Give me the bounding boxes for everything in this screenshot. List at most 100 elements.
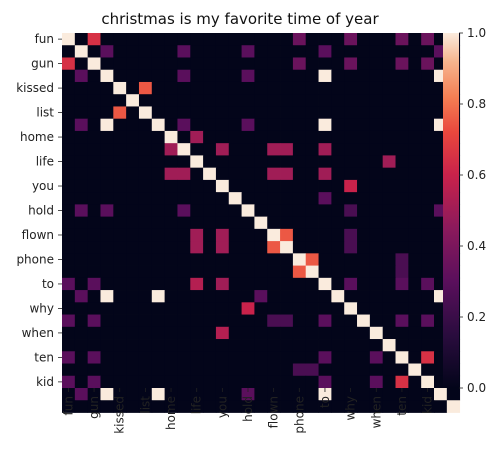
heatmap-cell xyxy=(305,118,319,132)
heatmap-cell xyxy=(87,57,101,71)
heatmap-cell xyxy=(357,81,371,95)
heatmap-cell xyxy=(280,302,294,315)
heatmap-cell xyxy=(254,400,268,413)
heatmap-cell xyxy=(305,143,319,156)
heatmap-cell xyxy=(369,241,384,254)
heatmap-cell xyxy=(267,94,281,107)
heatmap-cell xyxy=(164,179,178,193)
colorbar-tick-label: 0.8 xyxy=(467,97,486,111)
heatmap-cell xyxy=(164,167,178,181)
heatmap-cell xyxy=(87,179,101,193)
heatmap-cell xyxy=(74,375,89,389)
x-tick-label: life xyxy=(190,396,204,414)
heatmap-cell xyxy=(87,33,101,46)
heatmap-cell xyxy=(369,204,384,218)
heatmap-cell xyxy=(62,302,76,315)
heatmap-cell xyxy=(254,302,268,315)
heatmap-cell xyxy=(164,81,178,95)
heatmap-cell xyxy=(395,388,409,401)
heatmap-cell xyxy=(344,339,358,352)
heatmap-cell xyxy=(421,265,435,279)
heatmap-cell xyxy=(164,314,178,328)
heatmap-cell xyxy=(369,290,384,303)
heatmap-cell xyxy=(395,192,409,205)
y-tick-label: why xyxy=(29,301,54,315)
heatmap-cell xyxy=(126,130,140,144)
heatmap-cell xyxy=(138,265,153,279)
heatmap-cell xyxy=(190,265,204,279)
heatmap-cell xyxy=(62,130,76,144)
heatmap-cell xyxy=(164,363,178,377)
heatmap-cell xyxy=(113,314,127,328)
heatmap-cell xyxy=(138,302,153,315)
heatmap-cell xyxy=(228,351,242,364)
heatmap-cell xyxy=(241,57,255,71)
heatmap-cell xyxy=(369,192,384,205)
heatmap-cell xyxy=(177,228,191,242)
heatmap-cell xyxy=(318,216,332,230)
heatmap-cell xyxy=(305,351,319,364)
heatmap-cell xyxy=(382,314,396,328)
heatmap-cell xyxy=(190,375,204,389)
heatmap-cell xyxy=(190,167,204,181)
heatmap-cell xyxy=(305,167,319,181)
heatmap-cell xyxy=(280,375,294,389)
heatmap-cell xyxy=(203,265,217,279)
heatmap-cell xyxy=(126,155,140,169)
heatmap-cell xyxy=(177,69,191,83)
heatmap-cell xyxy=(241,69,255,83)
heatmap-cell xyxy=(446,388,461,401)
heatmap-cell xyxy=(331,57,345,71)
heatmap-cell xyxy=(62,228,76,242)
heatmap-cell xyxy=(382,204,396,218)
heatmap-cell xyxy=(421,400,435,413)
heatmap-cell xyxy=(138,94,153,107)
heatmap-cell xyxy=(177,106,191,120)
heatmap-cell xyxy=(74,228,89,242)
heatmap-cell xyxy=(203,94,217,107)
y-tick-label: life xyxy=(36,155,54,169)
heatmap-cell xyxy=(87,130,101,144)
heatmap-cell xyxy=(408,81,422,95)
heatmap-cell xyxy=(241,81,255,95)
heatmap-cell xyxy=(126,375,140,389)
heatmap-cell xyxy=(292,192,307,205)
heatmap-cell xyxy=(151,167,166,181)
heatmap-cell xyxy=(344,81,358,95)
heatmap-cell xyxy=(215,241,230,254)
heatmap-cell xyxy=(126,241,140,254)
heatmap-cell xyxy=(62,339,76,352)
heatmap-cell xyxy=(344,167,358,181)
heatmap-cell xyxy=(292,302,307,315)
heatmap-cell xyxy=(126,118,140,132)
heatmap-cell xyxy=(215,45,230,58)
heatmap-cell xyxy=(164,106,178,120)
heatmap-cell xyxy=(151,228,166,242)
heatmap-cell xyxy=(203,216,217,230)
heatmap-cell xyxy=(164,326,178,340)
heatmap-cell xyxy=(357,69,371,83)
heatmap-cell xyxy=(357,94,371,107)
heatmap-cell xyxy=(113,45,127,58)
heatmap-cell xyxy=(408,179,422,193)
heatmap-cell xyxy=(126,57,140,71)
heatmap-cell xyxy=(395,69,409,83)
heatmap-cell xyxy=(74,363,89,377)
heatmap-cell xyxy=(190,302,204,315)
heatmap-cell xyxy=(228,45,242,58)
heatmap-cell xyxy=(382,33,396,46)
heatmap-cell xyxy=(369,339,384,352)
heatmap-cell xyxy=(126,216,140,230)
heatmap-cell xyxy=(126,228,140,242)
heatmap-cell xyxy=(164,375,178,389)
heatmap-cell xyxy=(395,179,409,193)
heatmap-cell xyxy=(228,241,242,254)
heatmap-cell xyxy=(151,216,166,230)
heatmap-cell xyxy=(395,118,409,132)
heatmap-cell xyxy=(177,388,191,401)
heatmap-cell xyxy=(164,302,178,315)
heatmap-cell xyxy=(305,216,319,230)
heatmap-cell xyxy=(369,45,384,58)
heatmap-cell xyxy=(151,241,166,254)
heatmap-cell xyxy=(100,81,114,95)
